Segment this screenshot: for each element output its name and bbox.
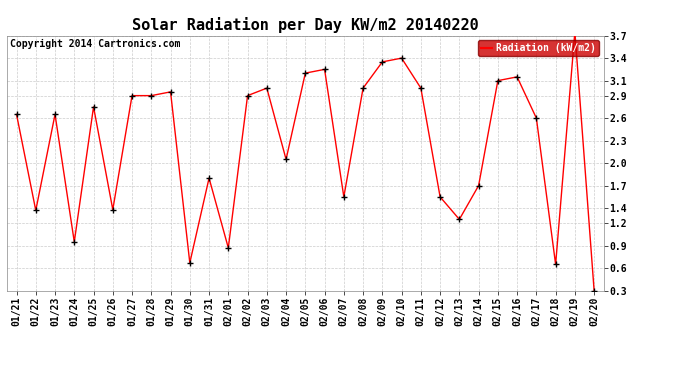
Title: Solar Radiation per Day KW/m2 20140220: Solar Radiation per Day KW/m2 20140220 [132, 17, 479, 33]
Text: Copyright 2014 Cartronics.com: Copyright 2014 Cartronics.com [10, 39, 181, 50]
Legend: Radiation (kW/m2): Radiation (kW/m2) [477, 40, 599, 56]
